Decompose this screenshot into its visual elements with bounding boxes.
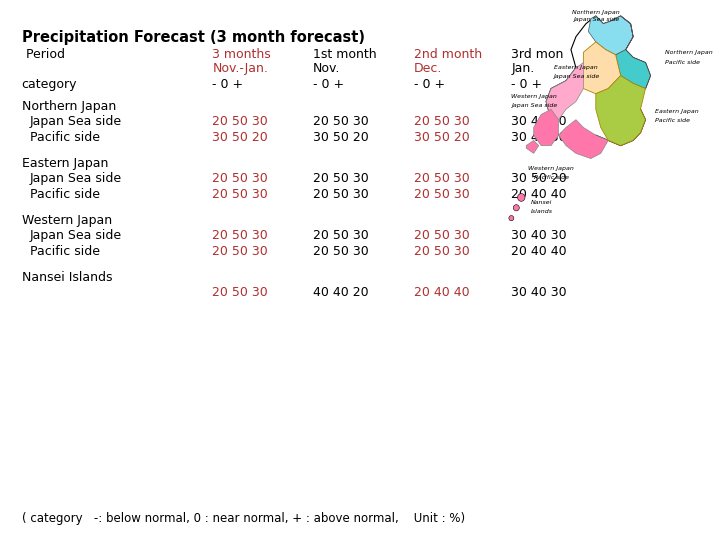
Text: 30 50 20: 30 50 20 (212, 131, 268, 144)
Text: 20 50 30: 20 50 30 (212, 188, 268, 201)
Text: 20 50 30: 20 50 30 (212, 245, 268, 258)
Text: Western Japan: Western Japan (22, 214, 112, 227)
Text: 20 50 30: 20 50 30 (414, 172, 469, 185)
Text: Japan Sea side: Japan Sea side (30, 115, 122, 128)
Text: Eastern Japan: Eastern Japan (655, 109, 699, 114)
Text: 3 months: 3 months (212, 48, 271, 61)
Text: 20 50 30: 20 50 30 (414, 188, 469, 201)
Text: 30 40 30: 30 40 30 (511, 286, 567, 299)
Text: Nansei: Nansei (531, 200, 552, 205)
Text: 20 50 30: 20 50 30 (414, 115, 469, 128)
Text: Islands: Islands (531, 209, 553, 214)
Text: Japan Sea side: Japan Sea side (30, 172, 122, 185)
Text: 30 50 20: 30 50 20 (511, 172, 567, 185)
Text: 20 50 30: 20 50 30 (212, 172, 268, 185)
Text: ( category   -: below normal, 0 : near normal, + : above normal,    Unit : %): ( category -: below normal, 0 : near nor… (22, 512, 464, 525)
Polygon shape (526, 140, 539, 153)
Text: - 0 +: - 0 + (212, 78, 243, 91)
Text: Eastern Japan: Eastern Japan (554, 65, 598, 70)
Text: Eastern Japan: Eastern Japan (22, 157, 108, 170)
Polygon shape (576, 42, 621, 94)
Text: 30 40 30: 30 40 30 (511, 115, 567, 128)
Text: 20 50 30: 20 50 30 (313, 172, 369, 185)
Text: Jan.: Jan. (511, 62, 534, 75)
Text: Western Japan: Western Japan (511, 94, 557, 99)
Text: 20 50 30: 20 50 30 (313, 188, 369, 201)
Text: 20 40 40: 20 40 40 (511, 188, 567, 201)
Text: 2nd month: 2nd month (414, 48, 482, 61)
Text: 20 50 30: 20 50 30 (414, 245, 469, 258)
Text: - 0 +: - 0 + (313, 78, 344, 91)
Text: Pacific side: Pacific side (534, 176, 569, 180)
Text: 20 50 30: 20 50 30 (313, 245, 369, 258)
Text: Northern Japan: Northern Japan (572, 10, 620, 15)
Text: 20 50 30: 20 50 30 (414, 229, 469, 242)
Text: Western Japan: Western Japan (528, 166, 574, 171)
Text: Nov.: Nov. (313, 62, 341, 75)
Text: - 0 +: - 0 + (414, 78, 445, 91)
Text: 30 50 20: 30 50 20 (414, 131, 469, 144)
Polygon shape (588, 16, 633, 55)
Text: Nov.-Jan.: Nov.-Jan. (212, 62, 269, 75)
Text: 40 40 20: 40 40 20 (313, 286, 369, 299)
Text: Precipitation Forecast (3 month forecast): Precipitation Forecast (3 month forecast… (22, 30, 364, 45)
Text: Pacific side: Pacific side (655, 118, 690, 123)
Text: Japan Sea side: Japan Sea side (30, 229, 122, 242)
Text: 20 40 40: 20 40 40 (511, 245, 567, 258)
Text: Pacific side: Pacific side (30, 245, 99, 258)
Circle shape (518, 193, 525, 201)
Text: 30 40 30: 30 40 30 (511, 229, 567, 242)
Text: Japan Sea side: Japan Sea side (511, 103, 557, 108)
Text: 30 50 20: 30 50 20 (313, 131, 369, 144)
Text: category: category (22, 78, 77, 91)
Text: 20 50 30: 20 50 30 (212, 115, 268, 128)
Text: Northern Japan: Northern Japan (22, 100, 116, 113)
Text: Pacific side: Pacific side (30, 188, 99, 201)
Polygon shape (559, 120, 608, 159)
Text: 20 50 30: 20 50 30 (313, 115, 369, 128)
Text: 30 40 30: 30 40 30 (511, 131, 567, 144)
Polygon shape (596, 76, 646, 146)
Text: Pacific side: Pacific side (30, 131, 99, 144)
Text: 1st month: 1st month (313, 48, 377, 61)
Text: 3rd mon: 3rd mon (511, 48, 564, 61)
Text: Nansei Islands: Nansei Islands (22, 271, 112, 284)
Polygon shape (546, 63, 583, 120)
Text: Period: Period (22, 48, 65, 61)
Text: Pacific side: Pacific side (665, 60, 701, 65)
Text: - 0 +: - 0 + (511, 78, 542, 91)
Polygon shape (534, 109, 559, 146)
Text: 20 50 30: 20 50 30 (313, 229, 369, 242)
Text: Northern Japan: Northern Japan (665, 50, 713, 55)
Text: Japan Sea side: Japan Sea side (553, 75, 599, 79)
Text: Japan Sea side: Japan Sea side (572, 17, 619, 23)
Circle shape (513, 205, 519, 211)
Text: 20 40 40: 20 40 40 (414, 286, 469, 299)
Polygon shape (616, 16, 650, 89)
Text: Dec.: Dec. (414, 62, 442, 75)
Text: 20 50 30: 20 50 30 (212, 286, 268, 299)
Circle shape (509, 215, 514, 221)
Text: 20 50 30: 20 50 30 (212, 229, 268, 242)
